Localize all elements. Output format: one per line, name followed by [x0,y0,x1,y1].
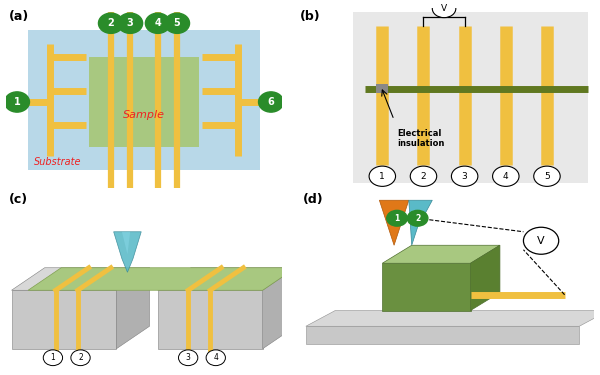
Text: 2: 2 [415,214,420,223]
Text: (d): (d) [303,194,323,207]
Circle shape [410,166,437,186]
Bar [28,30,260,170]
Text: 1: 1 [379,172,385,181]
Text: 1: 1 [14,97,20,107]
Polygon shape [158,268,296,290]
Bar [376,84,388,93]
Polygon shape [409,200,432,245]
Text: V: V [537,236,545,246]
Circle shape [407,210,428,226]
Circle shape [369,166,395,186]
Circle shape [493,166,519,186]
Polygon shape [116,268,149,349]
Circle shape [98,13,124,33]
Text: V: V [441,4,447,13]
Circle shape [5,92,29,112]
Polygon shape [158,290,263,349]
Text: 4: 4 [503,172,509,181]
Polygon shape [382,245,500,263]
Bar [89,57,199,147]
Text: Sample: Sample [123,111,165,120]
Text: 3: 3 [127,18,134,28]
Text: (a): (a) [9,10,29,23]
Circle shape [523,227,559,254]
Polygon shape [122,232,130,254]
Text: 3: 3 [186,353,191,362]
Text: 4: 4 [154,18,161,28]
Circle shape [164,13,190,33]
Polygon shape [379,200,409,245]
Circle shape [71,350,90,366]
Polygon shape [28,268,296,290]
Circle shape [432,0,456,18]
Text: 6: 6 [268,97,274,107]
Circle shape [451,166,478,186]
Polygon shape [11,290,116,349]
Text: 2: 2 [421,172,426,181]
Text: 4: 4 [214,353,218,362]
Polygon shape [382,263,470,310]
Bar [353,12,588,183]
Circle shape [145,13,170,33]
Text: 2: 2 [78,353,83,362]
Text: 5: 5 [174,18,181,28]
Polygon shape [306,310,600,326]
Text: 3: 3 [462,172,467,181]
Polygon shape [113,232,141,272]
Text: Substrate: Substrate [34,157,81,167]
Circle shape [259,92,283,112]
Text: (c): (c) [9,194,28,207]
Circle shape [534,166,560,186]
Circle shape [43,350,62,366]
Circle shape [206,350,226,366]
Polygon shape [263,268,296,349]
Polygon shape [306,326,580,344]
Text: 1: 1 [394,214,400,223]
Polygon shape [470,245,500,310]
Text: 2: 2 [107,18,114,28]
Text: Electrical
insulation: Electrical insulation [397,129,445,149]
Circle shape [118,13,143,33]
Circle shape [179,350,198,366]
Text: 5: 5 [544,172,550,181]
Circle shape [387,210,407,226]
Polygon shape [11,268,149,290]
Text: 1: 1 [50,353,55,362]
Text: (b): (b) [300,10,320,23]
